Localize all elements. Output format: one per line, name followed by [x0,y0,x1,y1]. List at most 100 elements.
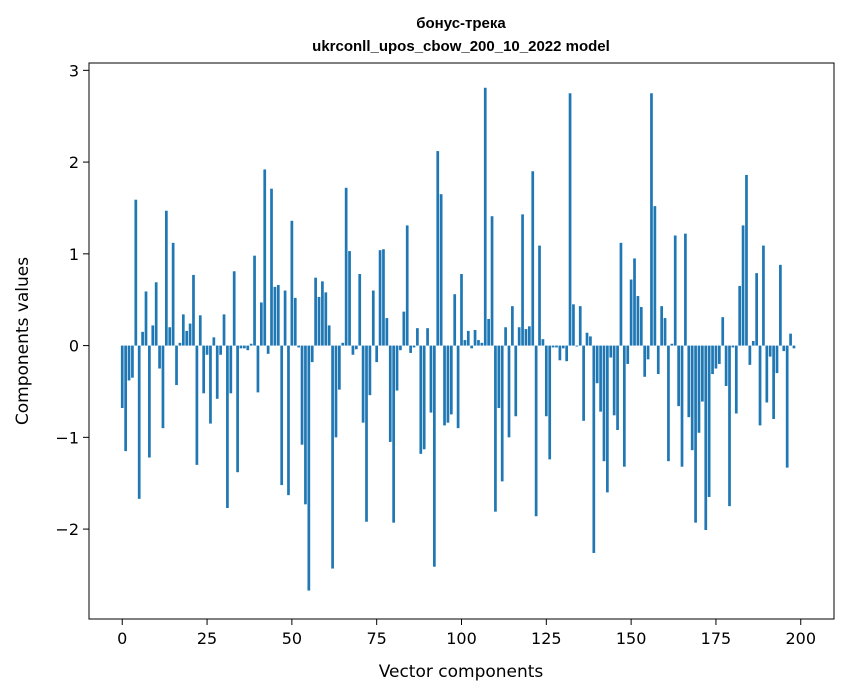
bar-component-98 [453,294,457,346]
bar-component-42 [263,169,267,346]
bar-component-30 [222,314,226,346]
bar-component-143 [606,345,609,493]
bar-component-153 [639,307,643,346]
bar-component-149 [626,345,630,364]
bar-component-68 [351,345,355,355]
bar-component-133 [572,304,575,346]
bar-component-157 [653,206,657,346]
bar-component-102 [466,330,470,346]
bar-component-11 [158,345,161,369]
bar-component-171 [701,345,704,402]
bar-component-23 [198,315,202,346]
bar-component-29 [219,345,222,355]
bar-component-37 [246,345,250,351]
bar-component-20 [188,323,192,346]
bar-component-179 [728,345,731,507]
x-tick-label: 100 [446,629,477,648]
bar-component-40 [256,345,260,393]
y-axis-label: Components values [13,257,33,425]
bar-component-104 [473,329,477,346]
bar-component-192 [772,345,775,419]
bar-component-56 [310,345,314,363]
bar-component-15 [171,242,175,346]
bar-component-138 [589,336,592,346]
bar-component-58 [317,296,321,346]
bar-component-111 [497,345,501,408]
y-tick-label: 2 [69,153,79,172]
y-tick-label: −1 [55,428,79,447]
bar-component-156 [650,93,653,346]
bar-component-33 [232,271,236,346]
bar-component-49 [287,345,290,496]
x-tick-label: 0 [117,629,127,648]
bar-component-126 [548,345,552,460]
bar-component-118 [521,214,524,346]
bar-component-144 [609,345,613,358]
bar-component-67 [348,251,351,346]
chart-title-line2: ukrconll_upos_cbow_200_10_2022 model [312,38,610,55]
bar-component-85 [409,345,412,353]
bar-component-158 [656,345,660,375]
bar-component-174 [711,345,714,375]
bar-component-116 [514,345,518,417]
bar-component-26 [209,345,212,424]
bar-component-193 [775,345,779,374]
bar-component-51 [293,297,297,346]
bar-component-114 [507,345,511,438]
bar-component-178 [724,345,728,386]
bar-component-43 [266,345,270,354]
bar-component-160 [663,318,667,346]
bar-component-13 [164,210,168,346]
bar-component-136 [582,345,585,421]
plot-area-frame [88,62,835,620]
bar-component-189 [762,245,765,346]
x-tick-label: 75 [367,629,387,648]
bar-component-5 [137,345,141,499]
bar-component-22 [195,345,199,465]
bar-component-180 [731,345,735,348]
bar-component-64 [338,345,341,390]
bar-component-134 [575,345,579,347]
bar-component-76 [378,250,382,346]
x-axis-ticks: 0 25 50 75 100 125 150 175 200 [117,619,816,648]
bar-component-97 [449,345,453,415]
bar-component-61 [327,325,331,346]
bar-component-57 [314,277,317,346]
bar-component-197 [789,333,792,346]
y-axis-ticks: −2 −1 0 1 2 3 [55,61,89,539]
bar-component-78 [385,318,389,346]
bar-component-73 [368,345,372,396]
bar-component-39 [253,255,256,346]
y-tick-label: −2 [55,520,79,539]
bar-component-90 [426,328,429,346]
y-tick-label: 0 [69,337,79,356]
bar-component-142 [602,345,606,462]
bar-component-66 [344,187,348,346]
bar-component-17 [178,342,182,346]
bar-component-95 [443,345,446,426]
bar-component-123 [538,245,541,346]
bar-component-59 [321,281,324,346]
bar-component-168 [690,345,694,451]
bar-component-81 [395,345,399,391]
bar-component-105 [477,340,480,346]
x-tick-label: 50 [282,629,302,648]
bar-component-14 [168,327,172,346]
bar-component-69 [354,345,358,350]
bar-component-2 [127,345,131,381]
bar-component-191 [768,345,772,357]
bar-component-130 [561,345,565,349]
bar-component-24 [202,345,206,394]
bar-component-36 [243,345,246,349]
bar-component-107 [483,87,487,346]
bar-component-6 [141,331,144,346]
bar-component-35 [239,345,243,349]
bar-component-8 [148,345,151,458]
x-axis-label: Vector components [379,662,544,682]
bar-component-86 [412,345,416,348]
bar-component-9 [151,325,155,346]
bar-component-110 [494,345,497,512]
bar-component-91 [429,345,433,413]
bar-component-141 [599,345,602,412]
bar-component-88 [419,345,423,454]
